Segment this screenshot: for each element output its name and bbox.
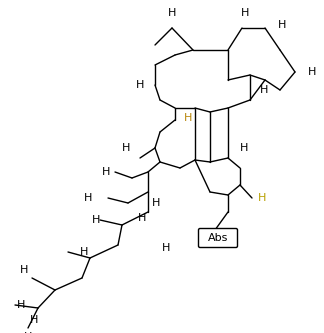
Text: H: H <box>184 113 192 123</box>
Text: H: H <box>29 315 38 325</box>
Text: H: H <box>84 193 92 203</box>
Text: H: H <box>20 265 28 275</box>
Text: H: H <box>102 167 110 177</box>
FancyBboxPatch shape <box>199 228 237 247</box>
Text: H: H <box>138 213 146 223</box>
Text: H: H <box>241 8 249 18</box>
Text: H: H <box>258 193 266 203</box>
Text: Abs: Abs <box>208 233 228 243</box>
Text: H: H <box>136 80 144 90</box>
Text: H: H <box>308 67 316 77</box>
Text: H: H <box>17 300 25 310</box>
Text: H: H <box>168 8 176 18</box>
Text: H: H <box>80 247 88 257</box>
Text: H: H <box>240 143 249 153</box>
Text: H: H <box>260 85 268 95</box>
Text: H: H <box>278 20 286 30</box>
Text: H: H <box>24 332 32 333</box>
Text: H: H <box>92 215 100 225</box>
Text: H: H <box>152 198 160 208</box>
Text: H: H <box>162 243 170 253</box>
Text: H: H <box>122 143 130 153</box>
